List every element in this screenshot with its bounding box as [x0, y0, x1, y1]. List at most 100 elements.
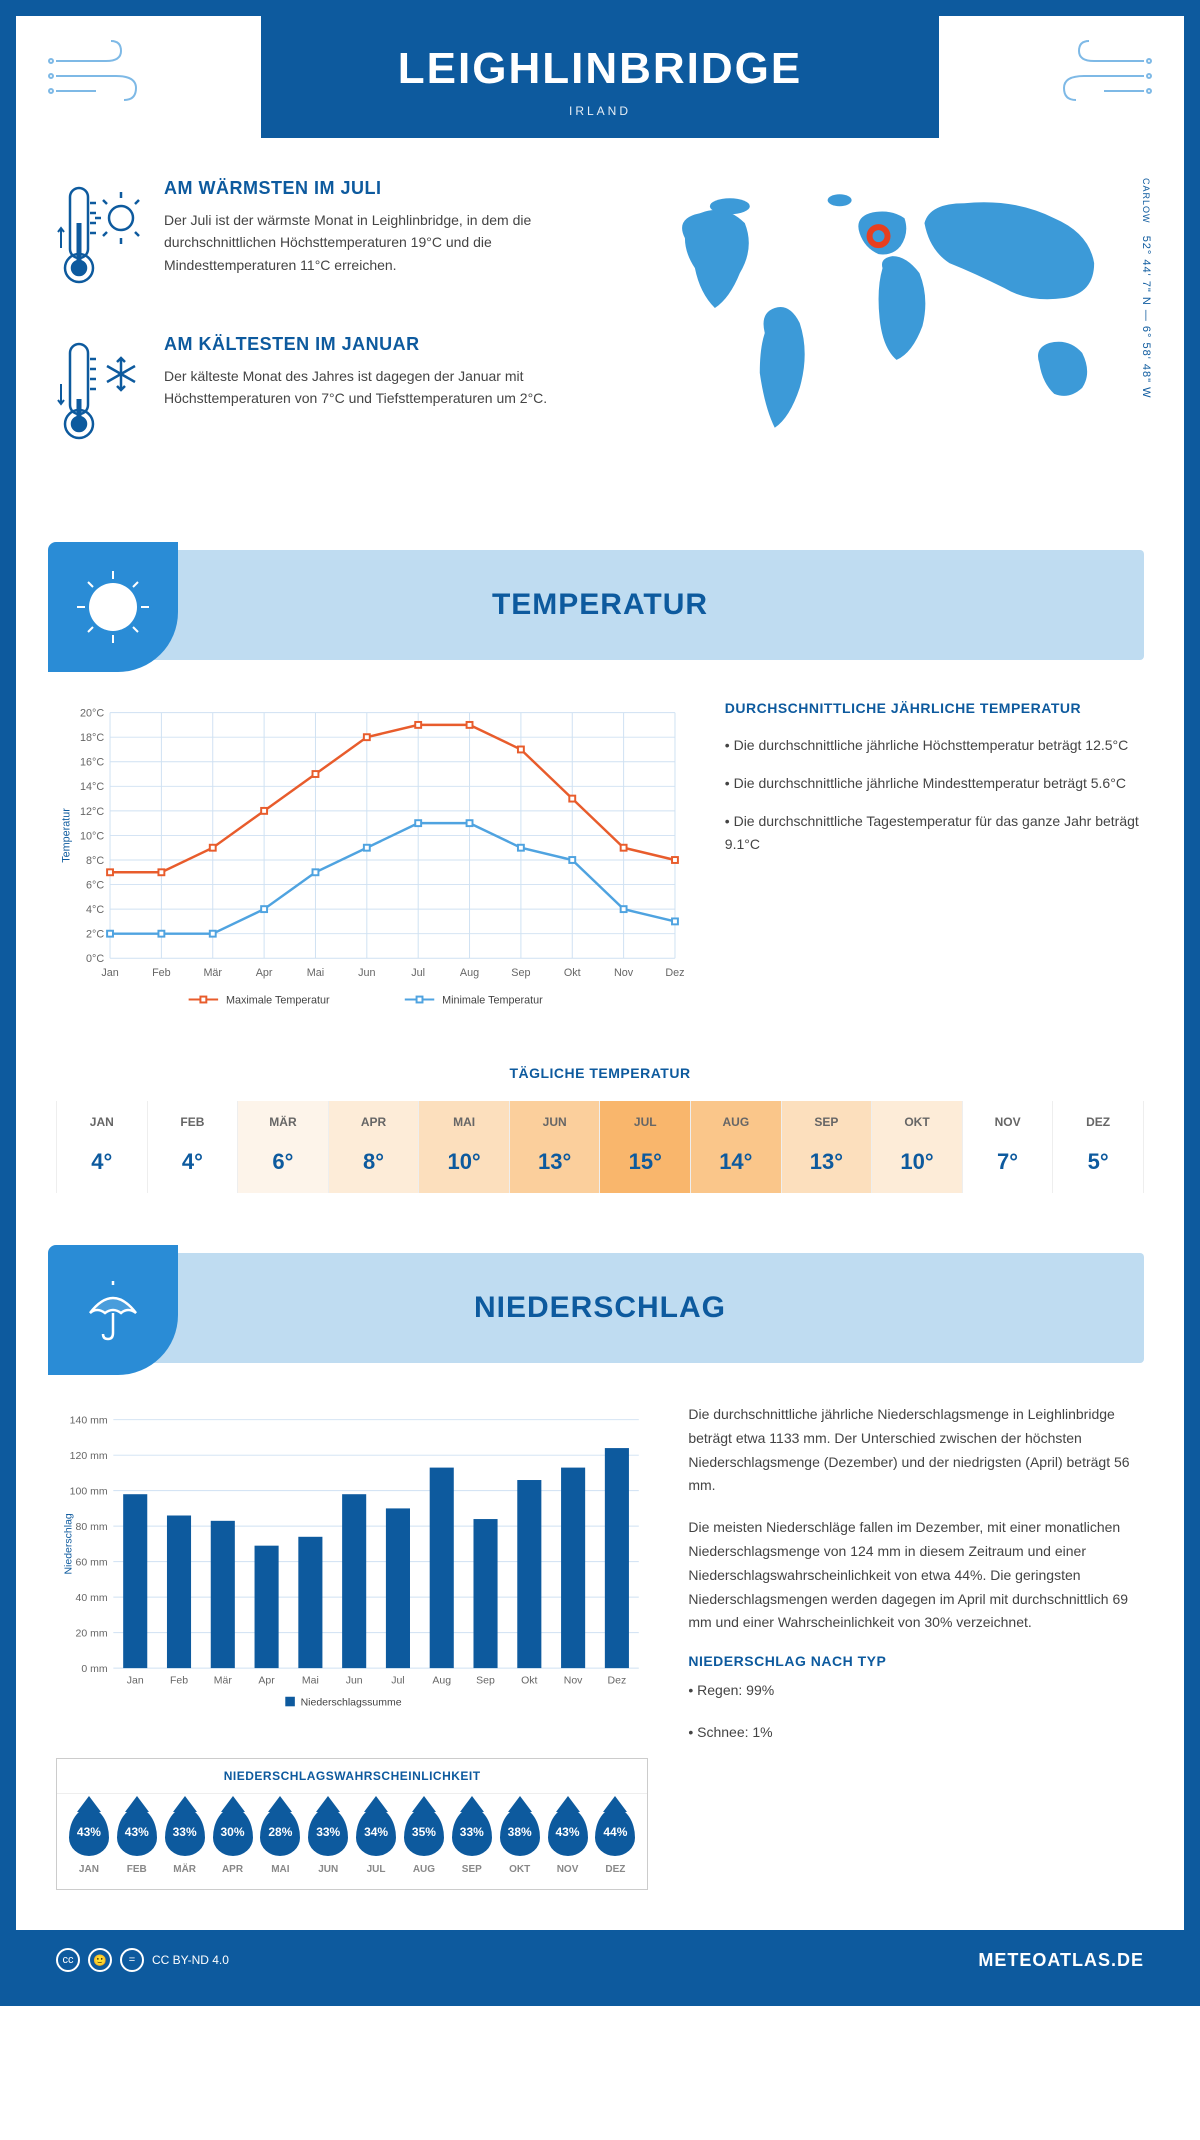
svg-text:Maximale Temperatur: Maximale Temperatur: [226, 994, 330, 1006]
probability-item: 43%NOV: [544, 1808, 592, 1875]
svg-text:Mär: Mär: [203, 967, 222, 979]
svg-text:Jun: Jun: [358, 967, 375, 979]
temperature-chart: 0°C 2°C 4°C 6°C 8°C 10°C 12°C 14°C 16°C 18°C 20°C J…: [56, 700, 685, 1020]
page-title: LEIGHLINBRIDGE: [261, 44, 938, 94]
month-cell: APR8°: [329, 1101, 420, 1193]
sun-icon: [73, 567, 153, 647]
svg-text:Sep: Sep: [476, 1674, 495, 1686]
svg-text:Mai: Mai: [307, 967, 324, 979]
svg-text:4°C: 4°C: [86, 904, 104, 916]
svg-text:Okt: Okt: [564, 967, 581, 979]
svg-text:Feb: Feb: [152, 967, 171, 979]
svg-text:Temperatur: Temperatur: [61, 808, 73, 863]
probability-item: 34%JUL: [352, 1808, 400, 1875]
svg-text:14°C: 14°C: [80, 781, 104, 793]
svg-text:Jan: Jan: [127, 1674, 144, 1686]
umbrella-icon: [78, 1275, 148, 1345]
temperature-section-title: TEMPERATUR: [492, 588, 708, 622]
svg-text:Dez: Dez: [608, 1674, 627, 1686]
daily-temp-title: TÄGLICHE TEMPERATUR: [56, 1065, 1144, 1081]
coordinates: CARLOW 52° 44' 7" N — 6° 58' 48" W: [1140, 178, 1152, 398]
temp-bullet: • Die durchschnittliche Tagestemperatur …: [725, 810, 1144, 858]
month-cell: JAN4°: [57, 1101, 148, 1193]
month-cell: DEZ5°: [1053, 1101, 1144, 1193]
nd-icon: =: [120, 1948, 144, 1972]
svg-text:Sep: Sep: [511, 967, 530, 979]
svg-text:8°C: 8°C: [86, 855, 104, 867]
month-cell: FEB4°: [148, 1101, 239, 1193]
month-cell: OKT10°: [872, 1101, 963, 1193]
cold-text: Der kälteste Monat des Jahres ist dagege…: [164, 365, 605, 410]
svg-text:0°C: 0°C: [86, 953, 104, 965]
svg-text:100 mm: 100 mm: [70, 1485, 108, 1497]
svg-text:Jul: Jul: [411, 967, 425, 979]
svg-text:Niederschlagssumme: Niederschlagssumme: [301, 1696, 402, 1708]
svg-text:Niederschlag: Niederschlag: [62, 1513, 74, 1574]
month-cell: NOV7°: [963, 1101, 1054, 1193]
precipitation-section-title: NIEDERSCHLAG: [474, 1291, 726, 1325]
svg-text:Aug: Aug: [432, 1674, 451, 1686]
month-cell: JUL15°: [600, 1101, 691, 1193]
svg-text:0 mm: 0 mm: [81, 1663, 108, 1675]
footer-brand: METEOATLAS.DE: [978, 1950, 1144, 1971]
svg-text:18°C: 18°C: [80, 732, 104, 744]
svg-text:40 mm: 40 mm: [75, 1592, 107, 1604]
svg-text:140 mm: 140 mm: [70, 1415, 108, 1427]
precip-text: Die meisten Niederschläge fallen im Deze…: [688, 1516, 1144, 1635]
svg-text:Nov: Nov: [564, 1674, 583, 1686]
header-banner: LEIGHLINBRIDGE IRLAND: [261, 16, 938, 138]
page-subtitle: IRLAND: [261, 104, 938, 118]
by-icon: 🙂: [88, 1948, 112, 1972]
probability-item: 33%MÄR: [161, 1808, 209, 1875]
svg-text:120 mm: 120 mm: [70, 1450, 108, 1462]
svg-text:Okt: Okt: [521, 1674, 537, 1686]
thermometer-snow-icon: [56, 334, 146, 454]
precipitation-chart: 0 mm 20 mm 40 mm 60 mm 80 mm 100 mm 120 mm 140 …: [56, 1403, 648, 1723]
probability-item: 43%JAN: [65, 1808, 113, 1875]
wind-icon: [1044, 36, 1154, 116]
daily-temp-grid: JAN4°FEB4°MÄR6°APR8°MAI10°JUN13°JUL15°AU…: [56, 1101, 1144, 1193]
probability-item: 33%SEP: [448, 1808, 496, 1875]
svg-text:20°C: 20°C: [80, 708, 104, 720]
svg-text:Jul: Jul: [391, 1674, 404, 1686]
svg-text:Feb: Feb: [170, 1674, 188, 1686]
svg-text:Apr: Apr: [256, 967, 273, 979]
month-cell: AUG14°: [691, 1101, 782, 1193]
cc-icon: cc: [56, 1948, 80, 1972]
probability-item: 33%JUN: [304, 1808, 352, 1875]
svg-text:Minimale Temperatur: Minimale Temperatur: [442, 994, 543, 1006]
svg-text:Nov: Nov: [614, 967, 634, 979]
svg-text:80 mm: 80 mm: [75, 1521, 107, 1533]
probability-item: 28%MAI: [256, 1808, 304, 1875]
probability-item: 38%OKT: [496, 1808, 544, 1875]
svg-text:60 mm: 60 mm: [75, 1556, 107, 1568]
probability-box: NIEDERSCHLAGSWAHRSCHEINLICHKEIT 43%JAN43…: [56, 1758, 648, 1890]
month-cell: MÄR6°: [238, 1101, 329, 1193]
svg-text:Mär: Mär: [214, 1674, 233, 1686]
probability-item: 35%AUG: [400, 1808, 448, 1875]
svg-text:16°C: 16°C: [80, 757, 104, 769]
thermometer-sun-icon: [56, 178, 146, 298]
month-cell: MAI10°: [419, 1101, 510, 1193]
svg-text:2°C: 2°C: [86, 929, 104, 941]
svg-text:12°C: 12°C: [80, 806, 104, 818]
probability-title: NIEDERSCHLAGSWAHRSCHEINLICHKEIT: [57, 1759, 647, 1794]
license: cc 🙂 = CC BY-ND 4.0: [56, 1948, 229, 1972]
svg-text:6°C: 6°C: [86, 879, 104, 891]
svg-text:Aug: Aug: [460, 967, 479, 979]
svg-text:Mai: Mai: [302, 1674, 319, 1686]
precip-type: • Schnee: 1%: [688, 1721, 1144, 1745]
temp-bullet: • Die durchschnittliche jährliche Höchst…: [725, 734, 1144, 758]
svg-text:20 mm: 20 mm: [75, 1627, 107, 1639]
cold-title: AM KÄLTESTEN IM JANUAR: [164, 334, 605, 355]
wind-icon: [46, 36, 156, 116]
svg-text:Jun: Jun: [346, 1674, 363, 1686]
precip-type: • Regen: 99%: [688, 1679, 1144, 1703]
temp-bullet: • Die durchschnittliche jährliche Mindes…: [725, 772, 1144, 796]
warm-title: AM WÄRMSTEN IM JULI: [164, 178, 605, 199]
svg-text:10°C: 10°C: [80, 830, 104, 842]
probability-item: 30%APR: [209, 1808, 257, 1875]
svg-text:Apr: Apr: [258, 1674, 275, 1686]
probability-item: 43%FEB: [113, 1808, 161, 1875]
precip-text: Die durchschnittliche jährliche Niedersc…: [688, 1403, 1144, 1498]
